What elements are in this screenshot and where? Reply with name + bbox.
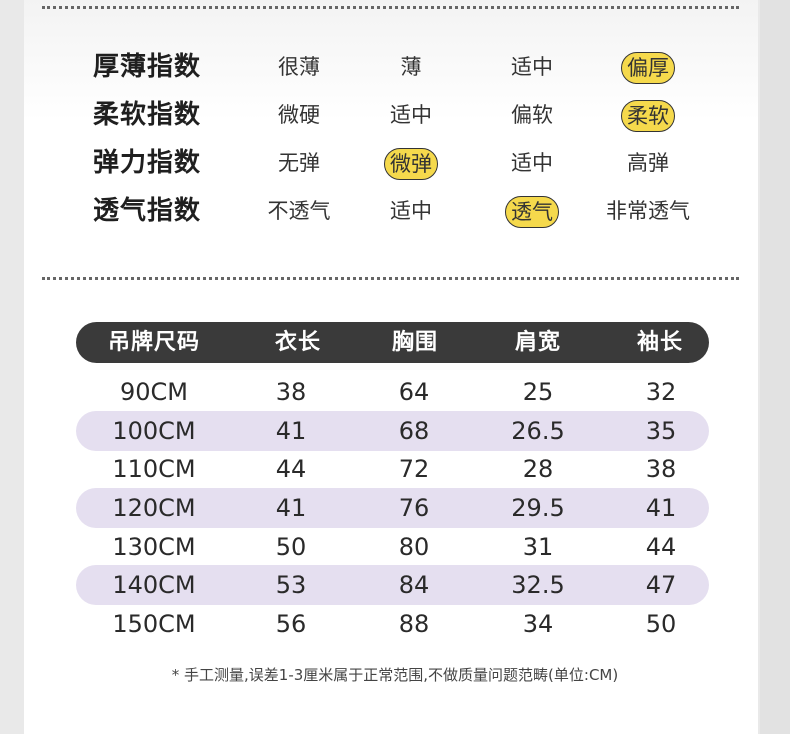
table-cell: 41 xyxy=(645,494,677,522)
attribute-label: 柔软指数 xyxy=(93,100,202,130)
header-shoulder: 肩宽 xyxy=(514,330,562,355)
header-size-tag: 吊牌尺码 xyxy=(107,330,201,355)
table-cell: 120CM xyxy=(112,494,196,522)
table-cell: 38 xyxy=(645,455,677,483)
table-cell: 38 xyxy=(275,378,307,406)
table-cell: 44 xyxy=(275,455,307,483)
table-cell: 72 xyxy=(398,455,430,483)
table-cell: 31 xyxy=(522,533,554,561)
dotted-divider-top xyxy=(42,6,739,9)
attribute-option: 不透气 xyxy=(267,199,331,223)
attribute-row: 柔软指数 微硬 适中 偏软 柔软 xyxy=(0,95,790,135)
table-row: 90CM 38 64 25 32 xyxy=(76,372,709,412)
table-cell: 35 xyxy=(645,417,677,445)
attribute-option-selected: 微弹 xyxy=(384,148,438,180)
table-cell: 53 xyxy=(275,571,307,599)
dotted-divider-middle xyxy=(42,277,739,280)
table-cell: 47 xyxy=(645,571,677,599)
table-row: 110CM 44 72 28 38 xyxy=(76,449,709,489)
table-cell: 130CM xyxy=(112,533,196,561)
table-cell: 64 xyxy=(398,378,430,406)
table-cell: 68 xyxy=(398,417,430,445)
table-cell: 41 xyxy=(275,494,307,522)
measurement-footnote: * 手工测量,误差1-3厘米属于正常范围,不做质量问题范畴(单位:CM) xyxy=(171,666,619,684)
attribute-option: 很薄 xyxy=(278,55,320,79)
table-cell: 29.5 xyxy=(511,494,565,522)
side-strip xyxy=(760,0,790,734)
attribute-row: 弹力指数 无弹 微弹 适中 高弹 xyxy=(0,143,790,183)
attribute-label: 厚薄指数 xyxy=(93,52,202,82)
attribute-option: 薄 xyxy=(400,55,422,79)
table-row: 140CM 53 84 32.5 47 xyxy=(76,565,709,605)
table-cell: 88 xyxy=(398,610,430,638)
table-cell: 44 xyxy=(645,533,677,561)
header-sleeve: 袖长 xyxy=(636,330,684,355)
attribute-option: 高弹 xyxy=(627,151,669,175)
table-row: 150CM 56 88 34 50 xyxy=(76,604,709,644)
table-cell: 100CM xyxy=(112,417,196,445)
table-cell: 34 xyxy=(522,610,554,638)
table-row: 130CM 50 80 31 44 xyxy=(76,527,709,567)
table-cell: 150CM xyxy=(112,610,196,638)
table-row: 100CM 41 68 26.5 35 xyxy=(76,411,709,451)
table-cell: 84 xyxy=(398,571,430,599)
attribute-option-selected: 透气 xyxy=(505,196,559,228)
attribute-option: 适中 xyxy=(511,151,553,175)
table-cell: 41 xyxy=(275,417,307,445)
table-row: 120CM 41 76 29.5 41 xyxy=(76,488,709,528)
attribute-option: 适中 xyxy=(511,55,553,79)
attribute-label: 透气指数 xyxy=(93,196,202,226)
attribute-row: 厚薄指数 很薄 薄 适中 偏厚 xyxy=(0,47,790,87)
table-cell: 110CM xyxy=(112,455,196,483)
attribute-option: 偏软 xyxy=(511,103,553,127)
attribute-option-selected: 偏厚 xyxy=(621,52,675,84)
attribute-option: 非常透气 xyxy=(606,199,690,223)
table-cell: 50 xyxy=(275,533,307,561)
attribute-option-selected: 柔软 xyxy=(621,100,675,132)
header-length: 衣长 xyxy=(274,330,322,355)
table-cell: 26.5 xyxy=(511,417,565,445)
table-cell: 25 xyxy=(522,378,554,406)
table-cell: 140CM xyxy=(112,571,196,599)
attribute-option: 无弹 xyxy=(278,151,320,175)
table-cell: 32 xyxy=(645,378,677,406)
table-cell: 90CM xyxy=(119,378,189,406)
attribute-option: 适中 xyxy=(390,103,432,127)
size-table-header: 吊牌尺码 衣长 胸围 肩宽 袖长 xyxy=(76,322,709,363)
table-cell: 28 xyxy=(522,455,554,483)
table-cell: 80 xyxy=(398,533,430,561)
table-cell: 32.5 xyxy=(511,571,565,599)
table-cell: 56 xyxy=(275,610,307,638)
header-chest: 胸围 xyxy=(391,330,439,355)
attribute-row: 透气指数 不透气 适中 透气 非常透气 xyxy=(0,191,790,231)
table-cell: 50 xyxy=(645,610,677,638)
attribute-option: 微硬 xyxy=(278,103,320,127)
attribute-label: 弹力指数 xyxy=(93,148,202,178)
table-cell: 76 xyxy=(398,494,430,522)
attribute-option: 适中 xyxy=(390,199,432,223)
